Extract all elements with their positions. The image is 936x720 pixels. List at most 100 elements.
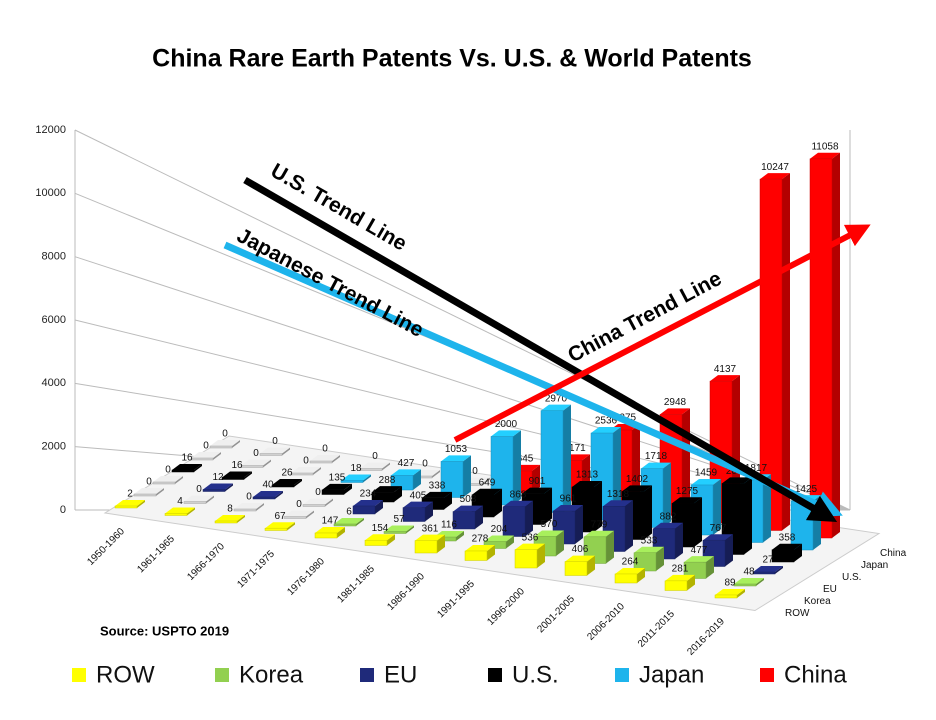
bar-side: [475, 505, 483, 529]
bar-side: [606, 530, 614, 564]
bar-top: [322, 483, 352, 490]
bar: [233, 508, 257, 512]
bar-top: [484, 535, 514, 542]
bar-top: [665, 574, 695, 581]
bar-side: [406, 525, 414, 534]
bar-side: [344, 483, 352, 495]
bar-top: [660, 408, 690, 415]
bar-top: [722, 477, 752, 484]
bar: [514, 549, 538, 569]
trend-line: [243, 176, 838, 523]
bar: [664, 580, 688, 591]
bar-top: [415, 534, 445, 541]
value-label: 0: [253, 448, 259, 459]
value-label: 234: [360, 489, 377, 500]
trend-line: [453, 224, 871, 443]
bar-top: [291, 467, 321, 473]
value-label: 405: [410, 490, 427, 501]
bar: [364, 539, 388, 546]
value-label: 1318: [607, 489, 630, 500]
bar-side: [237, 515, 245, 523]
bar-top: [684, 556, 714, 563]
bar-side: [737, 588, 745, 598]
bar-side: [763, 474, 771, 543]
bar-side: [137, 500, 145, 508]
bar: [164, 513, 188, 516]
depth-label: China: [880, 548, 907, 559]
bar-top: [691, 478, 721, 485]
bar-side: [394, 486, 402, 502]
bar-top: [284, 510, 314, 517]
bar-side: [432, 470, 440, 478]
value-label: 2000: [495, 419, 518, 430]
x-tick-label: 2006-2010: [585, 601, 627, 643]
bar-side: [363, 474, 371, 483]
bar-top: [134, 488, 164, 494]
bar-top: [810, 152, 840, 159]
bar-side: [556, 530, 564, 556]
bar-top: [453, 505, 483, 512]
value-label: 2536: [595, 416, 618, 427]
bar-top: [760, 173, 790, 180]
x-tick-label: 1961-1965: [135, 533, 177, 575]
value-label: 1275: [676, 486, 699, 497]
bar-top: [222, 471, 252, 478]
bar-top: [353, 499, 383, 506]
bar-side: [444, 491, 452, 510]
value-label: 4137: [714, 364, 737, 375]
x-tick-label: 1976-1980: [285, 556, 327, 598]
bar: [202, 489, 226, 492]
bar-side: [337, 526, 345, 538]
bar-top: [372, 486, 402, 493]
x-tick-label: 2001-2005: [535, 593, 577, 635]
bar: [152, 481, 176, 485]
value-label: 0: [315, 487, 321, 498]
bar: [352, 505, 376, 515]
legend-swatch: [215, 668, 229, 682]
bar-top: [234, 503, 264, 509]
value-label: 281: [672, 564, 689, 575]
bar-side: [713, 478, 721, 535]
bar-top: [315, 526, 345, 533]
bar-top: [491, 430, 521, 437]
value-label: 0: [246, 492, 252, 503]
bar-side: [425, 501, 433, 522]
bar-side: [332, 455, 340, 463]
value-label: 0: [303, 456, 309, 467]
bar-side: [413, 469, 421, 490]
bar-side: [325, 498, 333, 507]
chart-title: China Rare Earth Patents Vs. U.S. & Worl…: [152, 45, 752, 73]
bar-side: [613, 427, 621, 520]
bar-top: [565, 555, 595, 562]
bar-top: [310, 455, 340, 461]
bar-top: [165, 507, 195, 514]
bar: [452, 511, 476, 530]
bar-top: [603, 500, 633, 507]
bar-side: [275, 491, 283, 499]
legend-label: China: [784, 661, 847, 688]
value-label: 154: [372, 523, 389, 534]
legend-label: Korea: [239, 661, 304, 688]
bar-side: [625, 500, 633, 552]
value-label: 2948: [664, 397, 687, 408]
bar-side: [644, 485, 652, 540]
value-label: 6: [346, 507, 352, 518]
bar: [333, 523, 357, 527]
bar-side: [263, 459, 271, 468]
depth-label: U.S.: [842, 572, 861, 583]
y-tick-label: 6000: [42, 314, 66, 326]
bar-top: [422, 491, 452, 498]
bar-top: [303, 498, 333, 505]
depth-label: Japan: [861, 560, 888, 571]
x-tick-label: 2011-2015: [636, 608, 677, 649]
bar-side: [456, 531, 464, 541]
value-label: 0: [296, 499, 302, 510]
bar-side: [256, 503, 264, 511]
value-label: 135: [329, 473, 346, 484]
value-label: 0: [422, 459, 428, 470]
bar: [190, 457, 214, 461]
value-label: 1817: [745, 463, 768, 474]
bar-top: [391, 469, 421, 476]
bar-side: [794, 543, 802, 562]
